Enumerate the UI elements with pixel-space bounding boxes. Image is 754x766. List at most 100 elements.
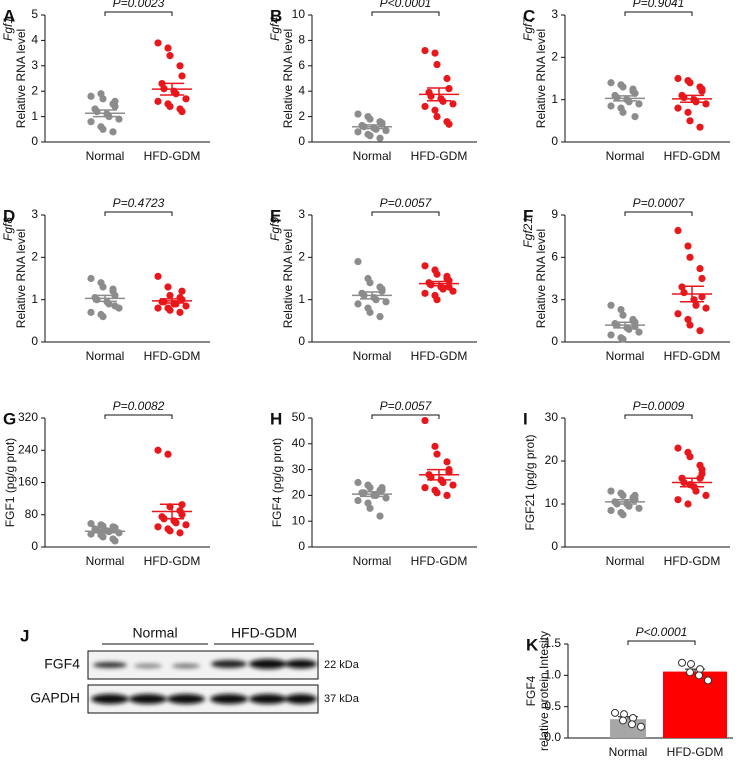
data-point <box>166 102 174 111</box>
error-bar <box>613 498 637 505</box>
p-bracket <box>104 414 173 419</box>
x-tick-label: HFD-GDM <box>664 554 721 568</box>
data-point <box>445 468 453 476</box>
data-point <box>695 671 703 680</box>
data-point <box>637 722 645 731</box>
data-point <box>166 291 174 300</box>
y-tick-label: 1 <box>298 292 305 306</box>
data-point <box>696 265 704 273</box>
data-point <box>382 298 390 306</box>
data-point <box>433 450 441 458</box>
p-value: P=0.9041 <box>633 0 685 10</box>
data-point <box>445 283 453 291</box>
y-tick-label: 40 <box>292 436 306 450</box>
data-point <box>631 491 639 499</box>
data-point <box>617 305 625 314</box>
data-point <box>87 520 95 528</box>
y-tick-label: 3 <box>31 207 38 221</box>
error-bar <box>93 529 117 534</box>
data-point <box>674 444 682 452</box>
data-point <box>686 668 694 677</box>
data-point <box>166 52 174 60</box>
y-tick-label: 2 <box>298 109 305 123</box>
y-tick-label: 8 <box>298 33 305 47</box>
x-tick-label: Normal <box>86 149 125 163</box>
data-point <box>366 308 374 316</box>
data-point <box>684 242 692 250</box>
y-tick-label: 4 <box>298 83 305 97</box>
data-point <box>431 442 439 450</box>
data-point <box>354 110 362 118</box>
error-bar <box>160 503 184 520</box>
data-point <box>182 95 190 103</box>
p-bracket <box>104 11 173 16</box>
y-tick-label: 80 <box>25 507 39 521</box>
data-point <box>376 313 384 321</box>
data-point <box>360 489 368 497</box>
y-tick-label: 20 <box>292 488 306 502</box>
y-label: FGF21 (pg/g prot) <box>523 434 537 530</box>
data-point <box>427 473 435 481</box>
data-point <box>674 226 682 235</box>
data-point <box>433 270 441 278</box>
error-bar <box>613 321 637 329</box>
p-value: P=0.0007 <box>633 196 686 210</box>
data-point <box>635 504 643 512</box>
y-tick-label: 6 <box>551 250 558 264</box>
y-tick-label: 2 <box>298 250 305 264</box>
y-tick-label: 0 <box>551 539 558 553</box>
p-value: P<0.0001 <box>380 0 432 10</box>
data-point <box>99 95 107 103</box>
y-tick-label: 30 <box>545 410 559 424</box>
size-label: 22 kDa <box>324 659 360 671</box>
data-point <box>176 529 184 537</box>
data-point <box>378 484 386 492</box>
data-point <box>443 272 451 280</box>
data-point <box>111 102 119 111</box>
data-point <box>702 491 710 499</box>
panel-letter: K <box>526 635 539 654</box>
data-point <box>674 74 682 83</box>
p-bracket <box>371 414 440 419</box>
data-point <box>619 335 627 343</box>
data-point <box>182 302 190 310</box>
data-point <box>704 676 712 685</box>
data-point <box>154 304 162 312</box>
panel-letter: C <box>523 6 535 25</box>
y-label: Relative RNA level <box>534 229 548 328</box>
data-point <box>87 118 95 126</box>
x-tick-label: HFD-GDM <box>667 745 724 759</box>
data-point <box>687 660 695 669</box>
data-point <box>172 90 180 98</box>
y-tick-label: 1 <box>31 292 38 306</box>
data-point <box>421 289 429 297</box>
data-point <box>619 108 627 116</box>
x-tick-label: Normal <box>353 554 392 568</box>
data-point <box>99 522 107 530</box>
data-point <box>154 39 162 47</box>
data-point <box>176 62 184 70</box>
data-point <box>166 306 174 314</box>
y-tick-label: 30 <box>292 462 306 476</box>
y-tick-label: 10 <box>545 496 559 510</box>
data-point <box>449 100 457 108</box>
p-value: P=0.0023 <box>113 0 165 10</box>
p-bracket <box>627 640 696 645</box>
y-tick-label: 5 <box>31 7 38 21</box>
data-point <box>611 708 619 717</box>
error-bar <box>93 109 117 118</box>
data-point <box>178 72 186 80</box>
data-point <box>619 83 627 91</box>
data-point <box>674 310 682 318</box>
data-point <box>619 491 627 499</box>
data-point <box>421 484 429 492</box>
error-bar <box>427 468 451 481</box>
data-point <box>154 272 162 280</box>
y-tick-label: 3 <box>298 207 305 221</box>
y-tick-label: 0.5 <box>544 699 561 713</box>
error-bar <box>93 294 117 303</box>
data-point <box>684 108 692 116</box>
data-point <box>182 521 190 529</box>
data-point <box>99 283 107 291</box>
panel-letter: E <box>270 206 281 225</box>
